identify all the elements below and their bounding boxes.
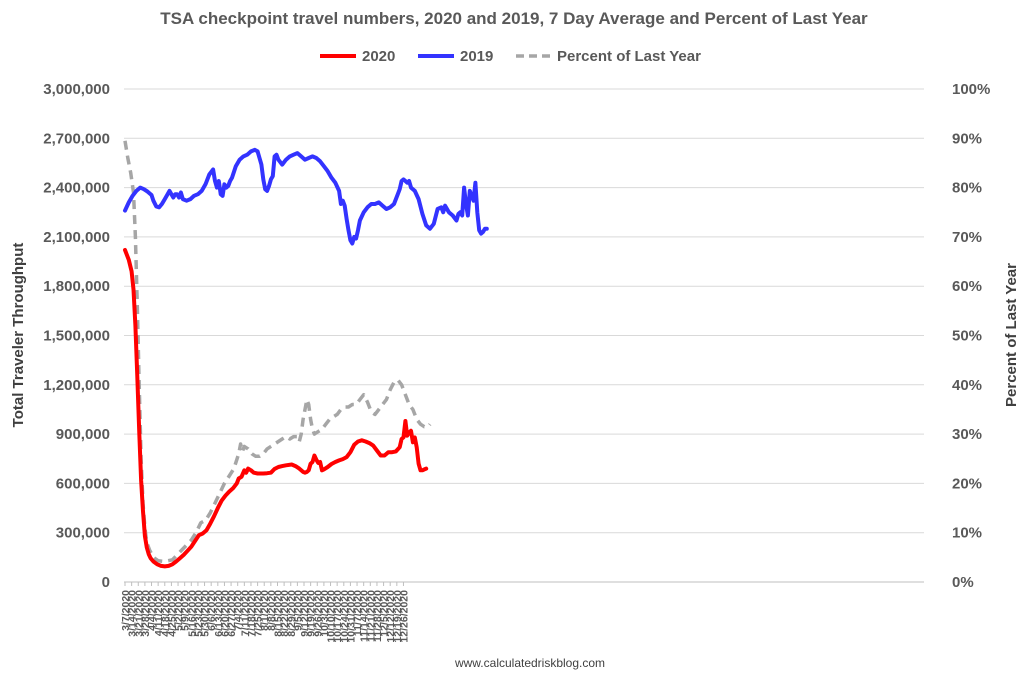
x-tick-label: 4/11/2020 xyxy=(153,590,165,636)
legend-label-2020: 2020 xyxy=(362,48,395,65)
x-tick-label: 5/2/2020 xyxy=(173,590,185,631)
x-tick-label: 10/17/2020 xyxy=(332,590,344,643)
left-tick-label: 1,800,000 xyxy=(43,278,110,295)
x-tick-label: 7/25/2020 xyxy=(253,590,265,637)
right-tick-label: 20% xyxy=(952,475,982,492)
x-tick-label: 12/19/2020 xyxy=(392,590,404,643)
legend: 2020 2019 Percent of Last Year xyxy=(320,48,701,65)
left-axis-ticks: 0 300,000 600,000 900,000 1,200,000 1,500,000… xyxy=(43,81,110,591)
x-tick-label: 12/12/2020 xyxy=(385,590,397,643)
left-tick-label: 1,200,000 xyxy=(43,377,110,394)
x-tick-label: 6/27/2020 xyxy=(226,590,238,637)
gridlines xyxy=(124,88,924,583)
left-tick-label: 3,000,000 xyxy=(43,81,110,98)
x-tick-label: 6/20/2020 xyxy=(219,590,231,637)
x-tick-label: 9/5/2020 xyxy=(292,590,304,631)
x-tick-label: 3/7/2020 xyxy=(120,590,132,631)
right-tick-label: 40% xyxy=(952,377,982,394)
x-tick-label: 3/14/2020 xyxy=(127,590,139,637)
x-tick-label: 8/8/2020 xyxy=(266,590,278,631)
left-tick-label: 600,000 xyxy=(56,475,110,492)
x-tick-label: 10/24/2020 xyxy=(339,590,351,643)
x-tick-label: 3/28/2020 xyxy=(140,590,152,637)
series-layer xyxy=(123,140,489,569)
series-line-percent-of-last-year xyxy=(123,140,432,564)
x-tick-label: 11/14/2020 xyxy=(359,590,371,642)
x-tick-label: 12/5/2020 xyxy=(379,590,391,637)
x-tick-label: 4/25/2020 xyxy=(166,590,178,637)
x-tick-label: 7/11/2020 xyxy=(239,590,251,636)
right-tick-label: 80% xyxy=(952,180,982,197)
right-tick-label: 60% xyxy=(952,278,982,295)
left-tick-label: 2,100,000 xyxy=(43,229,110,246)
left-tick-label: 300,000 xyxy=(56,525,110,542)
x-tick-label: 11/21/2020 xyxy=(365,590,377,642)
x-tick-label: 5/23/2020 xyxy=(193,590,205,637)
legend-label-2019: 2019 xyxy=(460,48,493,65)
x-tick-label: 9/26/2020 xyxy=(312,590,324,637)
right-tick-label: 100% xyxy=(952,81,990,98)
x-axis-ticks: 3/7/20203/14/20203/21/20203/28/20204/4/2… xyxy=(120,582,410,643)
x-tick-label: 4/4/2020 xyxy=(147,590,159,631)
x-tick-label: 3/21/2020 xyxy=(133,590,145,637)
x-tick-label: 10/3/2020 xyxy=(319,590,331,637)
x-tick-label: 8/29/2020 xyxy=(286,590,298,637)
x-tick-label: 5/16/2020 xyxy=(186,590,198,637)
x-tick-label: 11/28/2020 xyxy=(372,590,384,642)
left-tick-label: 0 xyxy=(102,574,110,591)
x-tick-label: 5/9/2020 xyxy=(180,590,192,631)
right-tick-label: 10% xyxy=(952,525,982,542)
left-tick-label: 2,400,000 xyxy=(43,180,110,197)
left-axis-label: Total Traveler Throughput xyxy=(10,243,27,428)
source-label: www.calculatedriskblog.com xyxy=(454,656,605,670)
right-tick-label: 0% xyxy=(952,574,974,591)
series-line-2019 xyxy=(123,147,489,246)
x-tick-label: 8/1/2020 xyxy=(259,590,271,631)
right-tick-label: 90% xyxy=(952,130,982,147)
left-tick-label: 2,700,000 xyxy=(43,130,110,147)
x-tick-label: 8/22/2020 xyxy=(279,590,291,637)
legend-label-percent: Percent of Last Year xyxy=(557,48,701,65)
x-tick-label: 7/18/2020 xyxy=(246,590,258,637)
x-tick-label: 6/6/2020 xyxy=(206,590,218,631)
right-tick-label: 30% xyxy=(952,426,982,443)
x-tick-label: 11/7/2020 xyxy=(352,590,364,636)
right-axis-label: Percent of Last Year xyxy=(1003,263,1020,407)
left-tick-label: 900,000 xyxy=(56,426,110,443)
x-tick-label: 9/12/2020 xyxy=(299,590,311,637)
x-tick-label: 10/31/2020 xyxy=(345,590,357,643)
x-tick-label: 5/30/2020 xyxy=(200,590,212,637)
x-tick-label: 10/10/2020 xyxy=(326,590,338,643)
x-tick-label: 12/26/2020 xyxy=(398,590,410,643)
x-tick-label: 7/4/2020 xyxy=(233,590,245,631)
right-tick-label: 70% xyxy=(952,229,982,246)
x-tick-label: 8/15/2020 xyxy=(272,590,284,637)
chart-title: TSA checkpoint travel numbers, 2020 and … xyxy=(160,9,868,28)
right-tick-label: 50% xyxy=(952,328,982,345)
left-tick-label: 1,500,000 xyxy=(43,328,110,345)
x-tick-label: 6/13/2020 xyxy=(213,590,225,637)
x-tick-label: 9/19/2020 xyxy=(306,590,318,637)
x-tick-label: 4/18/2020 xyxy=(160,590,172,637)
series-line-2020 xyxy=(123,248,429,569)
right-axis-ticks: 0% 10% 20% 30% 40% 50% 60% 70% 80% 90% 100% xyxy=(952,81,990,591)
